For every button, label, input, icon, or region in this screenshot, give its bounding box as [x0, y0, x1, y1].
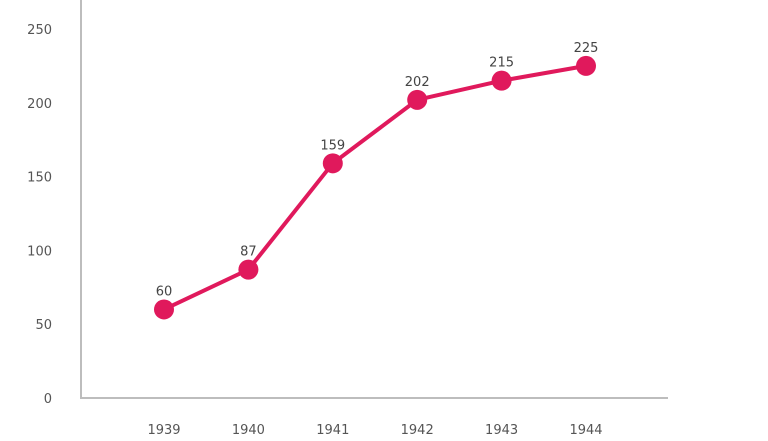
- data-point[interactable]: [492, 71, 512, 91]
- y-tick-labels: 0 50 100 150 200 250: [27, 23, 52, 407]
- data-label: 159: [320, 138, 345, 153]
- y-tick-label: 50: [35, 318, 52, 333]
- series-line: [164, 66, 586, 310]
- y-tick-label: 100: [27, 244, 52, 259]
- y-tick-label: 250: [27, 23, 52, 38]
- y-tick-label: 0: [44, 392, 52, 407]
- x-tick-label: 1942: [401, 423, 434, 438]
- data-point[interactable]: [154, 299, 174, 319]
- x-tick-label: 1944: [569, 423, 602, 438]
- y-tick-label: 150: [27, 171, 52, 186]
- x-tick-label: 1943: [485, 423, 518, 438]
- x-tick-label: 1940: [232, 423, 265, 438]
- data-label: 60: [156, 284, 173, 299]
- x-tick-label: 1941: [316, 423, 349, 438]
- data-label: 225: [574, 41, 599, 56]
- y-tick-label: 200: [27, 97, 52, 112]
- data-point[interactable]: [238, 260, 258, 280]
- data-point[interactable]: [576, 56, 596, 76]
- data-label: 87: [240, 245, 257, 260]
- data-point[interactable]: [407, 90, 427, 110]
- x-tick-labels: 1939 1940 1941 1942 1943 1944: [147, 423, 602, 438]
- y-axis: 0 50 100 150 200 250: [27, 0, 81, 407]
- data-label: 202: [405, 75, 430, 90]
- data-point[interactable]: [323, 153, 343, 173]
- series-layer: [154, 56, 596, 320]
- data-labels: 60 87 159 202 215 225: [156, 41, 599, 300]
- data-label: 215: [489, 56, 514, 71]
- x-tick-label: 1939: [147, 423, 180, 438]
- x-axis: 1939 1940 1941 1942 1943 1944: [80, 398, 668, 438]
